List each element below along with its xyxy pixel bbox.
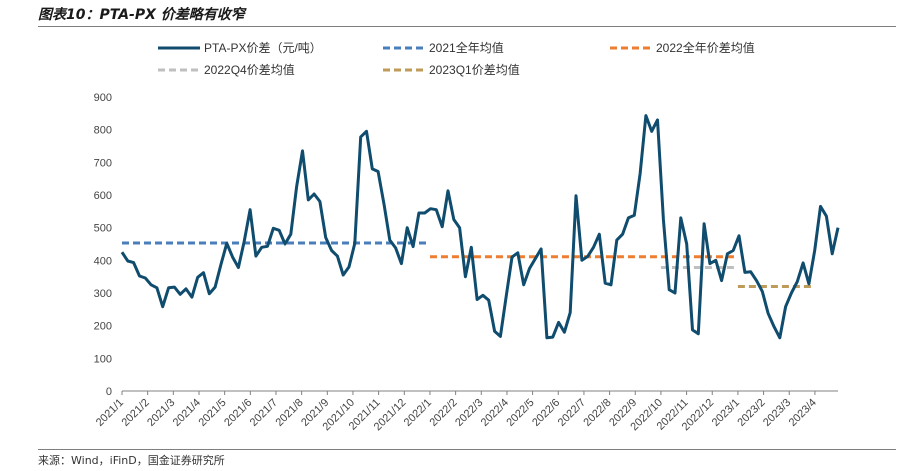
x-tick-label: 2023/1 (710, 397, 742, 429)
x-axis: 2021/12021/22021/32021/42021/52021/62021… (94, 390, 838, 433)
y-tick-label: 300 (94, 288, 112, 300)
x-tick-label: 2022/5 (504, 397, 536, 429)
legend-label: 2023Q1价差均值 (429, 62, 520, 77)
x-tick-label: 2021/3 (145, 397, 177, 429)
y-tick-label: 500 (94, 223, 112, 235)
y-axis: 0 100 200 300 400 500 600 700 800 900 (94, 92, 112, 398)
legend-label: 2021全年均值 (429, 40, 504, 55)
footer-divider (38, 449, 896, 450)
y-tick-label: 400 (94, 255, 112, 267)
x-tick-label: 2022/2 (427, 397, 459, 429)
y-tick-label: 600 (94, 190, 112, 202)
y-tick-label: 0 (106, 386, 112, 398)
y-tick-label: 800 (94, 125, 112, 137)
plot-area (120, 114, 840, 340)
x-tick-label: 2022/3 (453, 397, 485, 429)
legend-label: 2022全年价差均值 (656, 40, 755, 55)
x-tick-label: 2023/2 (735, 397, 767, 429)
x-tick-label: 2021/1 (94, 397, 126, 429)
y-tick-label: 900 (94, 92, 112, 104)
x-tick-label: 2022/4 (479, 397, 511, 429)
x-tick-label: 2021/7 (248, 397, 280, 429)
legend-label: 2022Q4价差均值 (204, 62, 295, 77)
source-note: 来源：Wind，iFinD，国金证券研究所 (38, 454, 225, 467)
title-divider (38, 26, 896, 27)
x-tick-label: 2022/1 (402, 397, 434, 429)
legend: PTA-PX价差（元/吨） 2021全年均值 2022全年价差均值 2022Q4价差均… (158, 40, 755, 77)
x-tick-label: 2021/5 (196, 397, 228, 429)
chart-title: 图表10：PTA-PX 价差略有收窄 (38, 7, 245, 23)
x-tick-label: 2021/4 (171, 397, 203, 429)
y-tick-label: 100 (94, 353, 112, 365)
x-tick-label: 2022/8 (581, 397, 613, 429)
x-tick-label: 2021/8 (273, 397, 305, 429)
x-tick-label: 2021/6 (222, 397, 254, 429)
x-tick-label: 2023/4 (787, 397, 819, 429)
x-tick-label: 2023/3 (761, 397, 793, 429)
x-tick-label: 2022/6 (530, 397, 562, 429)
y-tick-label: 700 (94, 157, 112, 169)
legend-label: PTA-PX价差（元/吨） (204, 41, 322, 55)
x-tick-label: 2022/7 (556, 397, 588, 429)
y-tick-label: 200 (94, 321, 112, 333)
x-tick-label: 2021/2 (120, 397, 152, 429)
series-line-pta-px (120, 114, 840, 340)
